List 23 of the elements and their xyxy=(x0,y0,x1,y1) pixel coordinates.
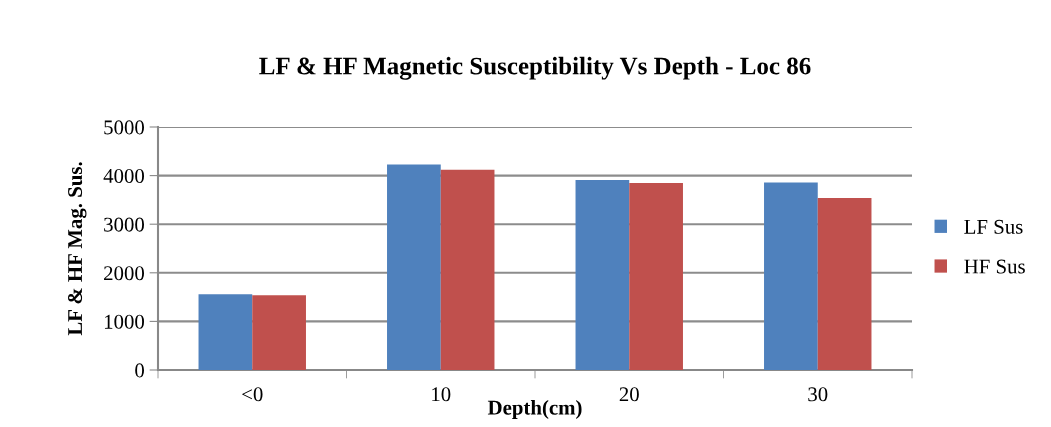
bar xyxy=(198,294,253,370)
legend-label: HF Sus xyxy=(964,259,1025,274)
bar xyxy=(575,179,630,370)
bar xyxy=(440,169,495,370)
y-axis-title: LF & HF Mag. Sus. xyxy=(68,162,87,336)
y-tick-label: 4000 xyxy=(103,168,145,184)
y-tick-label: 0 xyxy=(135,363,145,378)
x-tick-label: 30 xyxy=(808,387,828,402)
bar xyxy=(817,197,872,370)
bar xyxy=(764,182,818,370)
x-axis-title: Depth(cm) xyxy=(487,400,582,419)
bar xyxy=(387,164,441,370)
y-tick-label: 1000 xyxy=(104,314,145,329)
x-tick-label: <0 xyxy=(242,387,263,402)
chart-title: LF & HF Magnetic Susceptibility Vs Depth - Loc 86 xyxy=(259,56,811,80)
legend-label: LF Sus xyxy=(964,219,1023,234)
bar xyxy=(252,295,306,370)
x-tick-label: 10 xyxy=(432,387,451,402)
x-tick-label: 20 xyxy=(619,387,639,402)
y-tick-label: 2000 xyxy=(104,266,145,281)
bar xyxy=(629,182,683,370)
y-tick-label: 5000 xyxy=(104,120,145,135)
y-tick-label: 3000 xyxy=(104,217,145,232)
